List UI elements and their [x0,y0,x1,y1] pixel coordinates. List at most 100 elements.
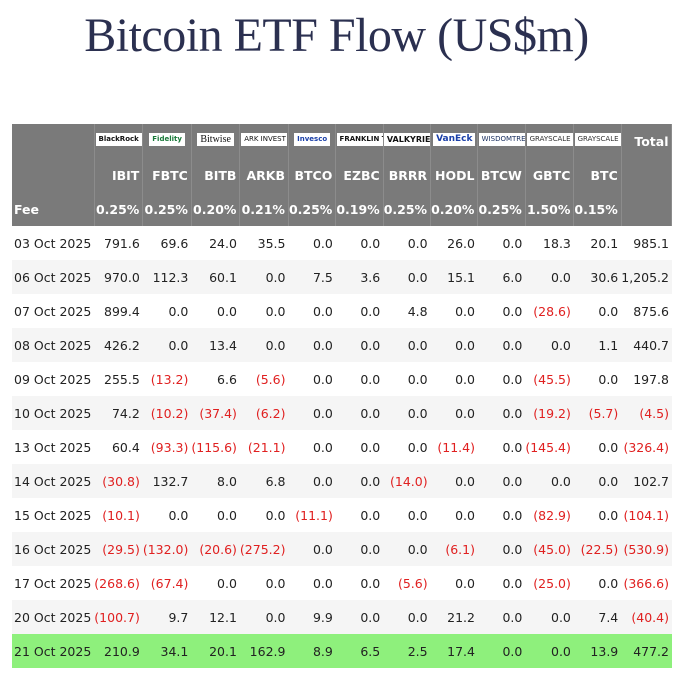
flow-cell: (5.6) [383,566,431,600]
flow-cell: 13.9 [573,634,622,668]
flow-cell: 0.0 [477,294,526,328]
flow-cell: 24.0 [191,226,240,260]
row-date: 08 Oct 2025 [12,328,95,362]
flow-cell: (268.6) [94,566,143,600]
flow-cell: 26.0 [430,226,478,260]
flow-cell: 0.0 [573,566,622,600]
row-total-cell: 440.7 [621,328,672,362]
logo-row: BlackRock Fidelity Bitwise ARK INVEST In… [12,124,673,158]
flow-cell: 0.0 [288,464,336,498]
flow-cell: (5.7) [573,396,622,430]
table-row: 07 Oct 2025 899.4 0.0 0.0 0.0 0.0 0.0 4.8 0.0 0.0… [12,294,672,328]
flow-cell: 69.6 [142,226,192,260]
fee-cell: 0.20% [430,192,479,226]
row-date: 17 Oct 2025 [12,566,95,600]
table-row: 13 Oct 2025 60.4 (93.3) (115.6) (21.1) 0.0 0.0… [12,430,672,464]
flow-cell: 1.1 [573,328,622,362]
flow-cell: 0.0 [525,600,574,634]
flow-cell: 0.0 [477,430,526,464]
flow-cell: 0.0 [573,464,622,498]
fee-total-blank [621,192,673,226]
flow-cell: 0.0 [525,634,574,668]
row-total-cell: (366.6) [621,566,672,600]
flow-cell: 0.0 [430,498,478,532]
flow-cell: 0.0 [477,328,526,362]
flow-cell: 426.2 [94,328,143,362]
flow-cell: 0.0 [383,498,431,532]
issuer-logo-grayscale-btc: GRAYSCALE [573,124,622,158]
flow-cell: (30.8) [94,464,143,498]
ticker-total-blank [621,158,673,192]
logo-corner [12,124,95,158]
fee-cell: 0.19% [335,192,384,226]
flow-cell: 0.0 [239,498,289,532]
flow-cell: 0.0 [288,430,336,464]
ticker-cell: BRRR [383,158,432,192]
fee-row: Fee 0.25% 0.25% 0.20% 0.21% 0.25% 0.19% … [12,192,673,226]
flow-cell: 132.7 [142,464,192,498]
flow-cell: 0.0 [573,362,622,396]
flow-cell: (67.4) [142,566,192,600]
flow-cell: 9.7 [142,600,192,634]
flow-cell: 0.0 [477,532,526,566]
flow-cell: (19.2) [525,396,574,430]
row-total-cell: 197.8 [621,362,672,396]
flow-cell: 791.6 [94,226,143,260]
flow-cell: 0.0 [383,396,431,430]
table-row: 17 Oct 2025 (268.6) (67.4) 0.0 0.0 0.0 0.0 (5.6… [12,566,672,600]
flow-cell: 4.8 [383,294,431,328]
flow-cell: (25.0) [525,566,574,600]
flow-cell: 2.5 [383,634,431,668]
flow-cell: (5.6) [239,362,289,396]
issuer-logo-ark: ARK INVEST [239,124,289,158]
row-total-cell: (530.9) [621,532,672,566]
flow-cell: 6.5 [335,634,384,668]
row-total-cell: 875.6 [621,294,672,328]
issuer-logo-invesco: Invesco [288,124,337,158]
ticker-cell: GBTC [525,158,575,192]
flow-cell: 0.0 [288,362,336,396]
flow-cell: 0.0 [288,396,336,430]
row-total-cell: (104.1) [621,498,672,532]
flow-cell: (93.3) [142,430,192,464]
flow-cell: 0.0 [239,600,289,634]
fee-cell: 0.20% [191,192,241,226]
row-date: 07 Oct 2025 [12,294,95,328]
flow-cell: 0.0 [142,328,192,362]
flow-cell: 0.0 [335,464,384,498]
flow-cell: 15.1 [430,260,478,294]
flow-cell: 0.0 [288,328,336,362]
flow-cell: 0.0 [525,328,574,362]
flow-cell: 0.0 [477,600,526,634]
fee-cell: 1.50% [525,192,575,226]
fee-cell: 0.25% [477,192,526,226]
flow-cell: 255.5 [94,362,143,396]
flow-cell: 0.0 [191,566,240,600]
flow-cell: 0.0 [477,362,526,396]
row-total-cell: 102.7 [621,464,672,498]
ticker-cell: BTCO [288,158,337,192]
flow-cell: 0.0 [430,328,478,362]
row-total-cell: 477.2 [621,634,672,668]
flow-cell: 0.0 [288,566,336,600]
flow-cell: 8.9 [288,634,336,668]
issuer-logo-franklin: FRANKLIN TEMPLETON [335,124,384,158]
ticker-cell: HODL [430,158,479,192]
row-date: 13 Oct 2025 [12,430,95,464]
flow-cell: 0.0 [573,430,622,464]
ticker-row: IBIT FBTC BITB ARKB BTCO EZBC BRRR HODL … [12,158,673,192]
row-date: 06 Oct 2025 [12,260,95,294]
flow-cell: 0.0 [430,362,478,396]
flow-cell: 0.0 [383,430,431,464]
fee-cell: 0.25% [288,192,337,226]
ticker-cell: BTC [573,158,622,192]
flow-cell: 0.0 [335,396,384,430]
table-row: 21 Oct 2025 210.9 34.1 20.1 162.9 8.9 6.5 2.5 17… [12,634,672,668]
total-header: Total [621,124,673,158]
issuer-logo-grayscale-gbtc: GRAYSCALE [525,124,575,158]
flow-cell: 17.4 [430,634,478,668]
flow-cell: 0.0 [335,566,384,600]
row-date: 16 Oct 2025 [12,532,95,566]
fee-label: Fee [12,192,95,226]
ticker-cell: BTCW [477,158,526,192]
